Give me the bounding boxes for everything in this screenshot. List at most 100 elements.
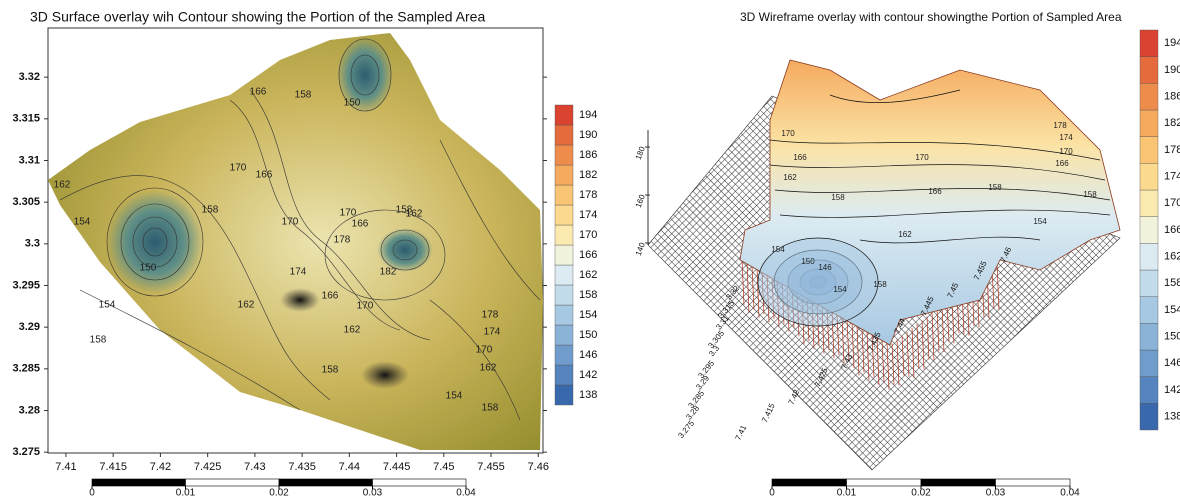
contour-label: 166 [256, 170, 273, 181]
colorbar-band [1139, 83, 1159, 111]
contour-label: 170 [915, 153, 929, 162]
colorbar-band [1139, 403, 1159, 431]
colorbar-band [1139, 189, 1159, 217]
contour-label: 154 [99, 300, 116, 311]
z-tick-label: 180 [634, 145, 647, 161]
contour-label: 178 [334, 235, 351, 246]
x-tick-label: 7.445 [383, 461, 411, 473]
colorbar-band [554, 384, 574, 406]
scale-segment [278, 478, 373, 487]
colorbar-band [1139, 109, 1159, 137]
curtain-line [901, 335, 905, 376]
curtain-line [906, 331, 910, 377]
y-tick-label: 3.305 [12, 196, 40, 208]
contour-label: 154 [74, 217, 91, 228]
colorbar-band [1139, 269, 1159, 297]
contour-label: 154 [771, 245, 785, 254]
contour-label: 154 [833, 285, 847, 294]
colorbar-band [554, 184, 574, 206]
colorbar-band [554, 104, 574, 126]
colorbar-band [554, 344, 574, 366]
contour-label: 158 [831, 193, 845, 202]
y-tick-label: 3.28 [19, 404, 40, 416]
colorbar-band [1139, 243, 1159, 271]
colorbar-label: 142 [579, 369, 597, 381]
contour-ring [757, 237, 879, 327]
curtain-line [871, 334, 875, 378]
contour-label: 170 [1059, 147, 1073, 156]
colorbar-label: 170 [1164, 197, 1180, 209]
colorbar-band [554, 304, 574, 326]
scale-segment [185, 478, 280, 487]
y-tick-label: 3.31 [19, 154, 40, 166]
curtain-line [876, 336, 880, 385]
colorbar-band [1139, 216, 1159, 244]
depression [361, 361, 409, 389]
contour-label: 166 [250, 87, 267, 98]
contour-label: 162 [406, 209, 423, 220]
scale-segment [846, 478, 922, 487]
scale-segment [920, 478, 996, 487]
contour-label: 146 [818, 263, 832, 272]
contour-line [769, 139, 1101, 161]
colorbar-label: 162 [579, 269, 597, 281]
depression [280, 288, 320, 312]
depression [377, 228, 433, 272]
contour-label: 170 [282, 217, 299, 228]
chart-title: 3D Wireframe overlay with contour showin… [740, 10, 1122, 24]
colorbar-label: 154 [1164, 304, 1180, 316]
contour-label: 158 [90, 335, 107, 346]
contour-label: 150 [344, 98, 361, 109]
scale-label: 0.01 [837, 488, 857, 497]
colorbar-band [554, 364, 574, 386]
curtain-line [891, 343, 895, 385]
depression [337, 37, 393, 113]
colorbar-band [1139, 323, 1159, 351]
chart-title: 3D Surface overlay wih Contour showing t… [30, 9, 485, 25]
contour-label: 150 [140, 263, 157, 274]
colorbar-label: 178 [579, 189, 597, 201]
contour-label: 174 [484, 327, 501, 338]
colorbar-label: 174 [1164, 171, 1180, 183]
contour-label: 166 [352, 219, 369, 230]
x-tick-label: 7.46 [528, 461, 549, 473]
x-tick-label: 7.425 [194, 461, 222, 473]
x-tick-label: 7.455 [477, 461, 505, 473]
colorbar-band [1139, 136, 1159, 164]
contour-label: 158 [322, 365, 339, 376]
scale-label: 0.01 [176, 488, 196, 497]
colorbar-label: 146 [1164, 357, 1180, 369]
x-tick-label: 7.43 [244, 461, 265, 473]
contour-label: 162 [898, 230, 912, 239]
colorbar-label: 150 [579, 329, 597, 341]
colorbar-label: 138 [579, 389, 597, 401]
contour-label: 166 [793, 153, 807, 162]
contour-label: 158 [873, 280, 887, 289]
curtain-line [741, 259, 745, 306]
curtain-line [926, 316, 930, 360]
colorbar-label: 142 [1164, 384, 1180, 396]
contour-label: 174 [290, 267, 307, 278]
contour-label: 158 [1083, 190, 1097, 199]
contour-label: 182 [380, 267, 397, 278]
z-tick-label: 160 [634, 193, 647, 209]
colorbar-label: 190 [579, 129, 597, 141]
colorbar-label: 150 [1164, 331, 1180, 343]
curtain-line [846, 319, 850, 360]
contour-lines [769, 89, 1111, 244]
contour-label: 162 [344, 325, 361, 336]
y-tick-label: 3.29 [19, 321, 40, 333]
colorbar-label: 186 [579, 149, 597, 161]
colorbar-band [554, 144, 574, 166]
curtain-line [921, 320, 925, 370]
x-tick-label: 7.435 [288, 461, 316, 473]
y-tick-label: 3.295 [12, 279, 40, 291]
colorbar-band [554, 164, 574, 186]
contour-label: 170 [781, 129, 795, 138]
scale-segment [372, 478, 467, 487]
contour-lines [59, 38, 541, 421]
colorbar-band [1139, 29, 1159, 57]
scale-segment [771, 478, 847, 487]
